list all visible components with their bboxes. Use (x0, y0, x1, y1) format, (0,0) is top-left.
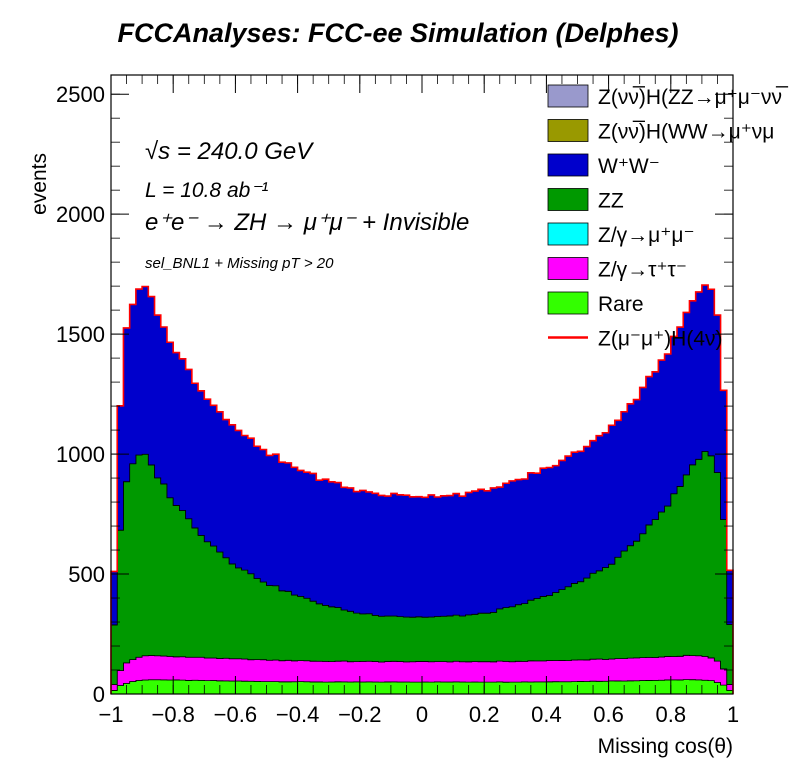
legend-entry-label: Z(μ⁻μ⁺)H(4ν) (598, 328, 723, 351)
legend: Z(νν̅)H(ZZ→μ⁺μ⁻νν̅ Z(νν̅)H(WW→μ⁺νμ W⁺W⁻ ZZ Z… (547, 84, 789, 351)
x-axis-label: Missing cos(θ) (598, 735, 733, 758)
x-tick-label: −0.2 (338, 702, 381, 727)
x-tick-label: 0.4 (531, 702, 562, 727)
x-tick-label: 1 (727, 702, 739, 727)
legend-entry-label: Z/γ→τ⁺τ⁻ (598, 259, 687, 282)
x-tick-label: 0 (416, 702, 428, 727)
legend-entry-label: Z(νν̅)H(ZZ→μ⁺μ⁻νν̅ (598, 86, 789, 109)
y-tick-label: 2500 (56, 82, 105, 107)
x-tick-label: −0.6 (214, 702, 257, 727)
y-tick-label: 2000 (56, 202, 105, 227)
annotation-luminosity: L = 10.8 ab⁻¹ (145, 179, 268, 202)
legend-swatch (547, 153, 589, 177)
y-tick-label: 500 (68, 562, 105, 587)
x-tick-label: 0.6 (593, 702, 624, 727)
legend-entry-label: ZZ (598, 190, 624, 213)
legend-swatch (547, 188, 589, 211)
y-tick-label: 0 (93, 682, 105, 707)
signal-layer (110, 284, 734, 694)
y-axis-label: events (28, 153, 51, 215)
annotation-selection: sel_BNL1 + Missing pT > 20 (145, 255, 334, 272)
x-tick-label: −0.8 (151, 702, 194, 727)
chart-title: FCCAnalyses: FCC-ee Simulation (Delphes) (117, 18, 679, 48)
legend-swatch (547, 119, 589, 142)
legend-swatch (547, 291, 589, 315)
legend-swatch (547, 222, 589, 246)
annotation-process: e⁺e⁻ → ZH → μ⁺μ⁻ + Invisible (145, 209, 469, 236)
x-tick-label: −1 (98, 702, 123, 727)
y-tick-label: 1000 (56, 442, 105, 467)
x-tick-label: −0.4 (276, 702, 319, 727)
legend-entry-label: Rare (598, 293, 644, 316)
legend-swatch (547, 257, 589, 280)
y-tick-label: 1500 (56, 322, 105, 347)
x-tick-label: 0.2 (469, 702, 500, 727)
annotation-sqrt-s: √s = 240.0 GeV (145, 138, 314, 165)
x-tick-label: 0.8 (656, 702, 687, 727)
legend-entry-label: Z(νν̅)H(WW→μ⁺νμ (598, 121, 774, 144)
axis-layer: −1 −0.8 −0.6 −0.4 −0.2 0 0.2 0.4 0.6 0.8 1 0 500 1000… (56, 75, 739, 727)
legend-swatch (547, 84, 589, 108)
legend-entry-label: Z/γ→μ⁺μ⁻ (598, 224, 695, 247)
signal-line (110, 284, 734, 694)
legend-entry-label: W⁺W⁻ (598, 155, 660, 178)
